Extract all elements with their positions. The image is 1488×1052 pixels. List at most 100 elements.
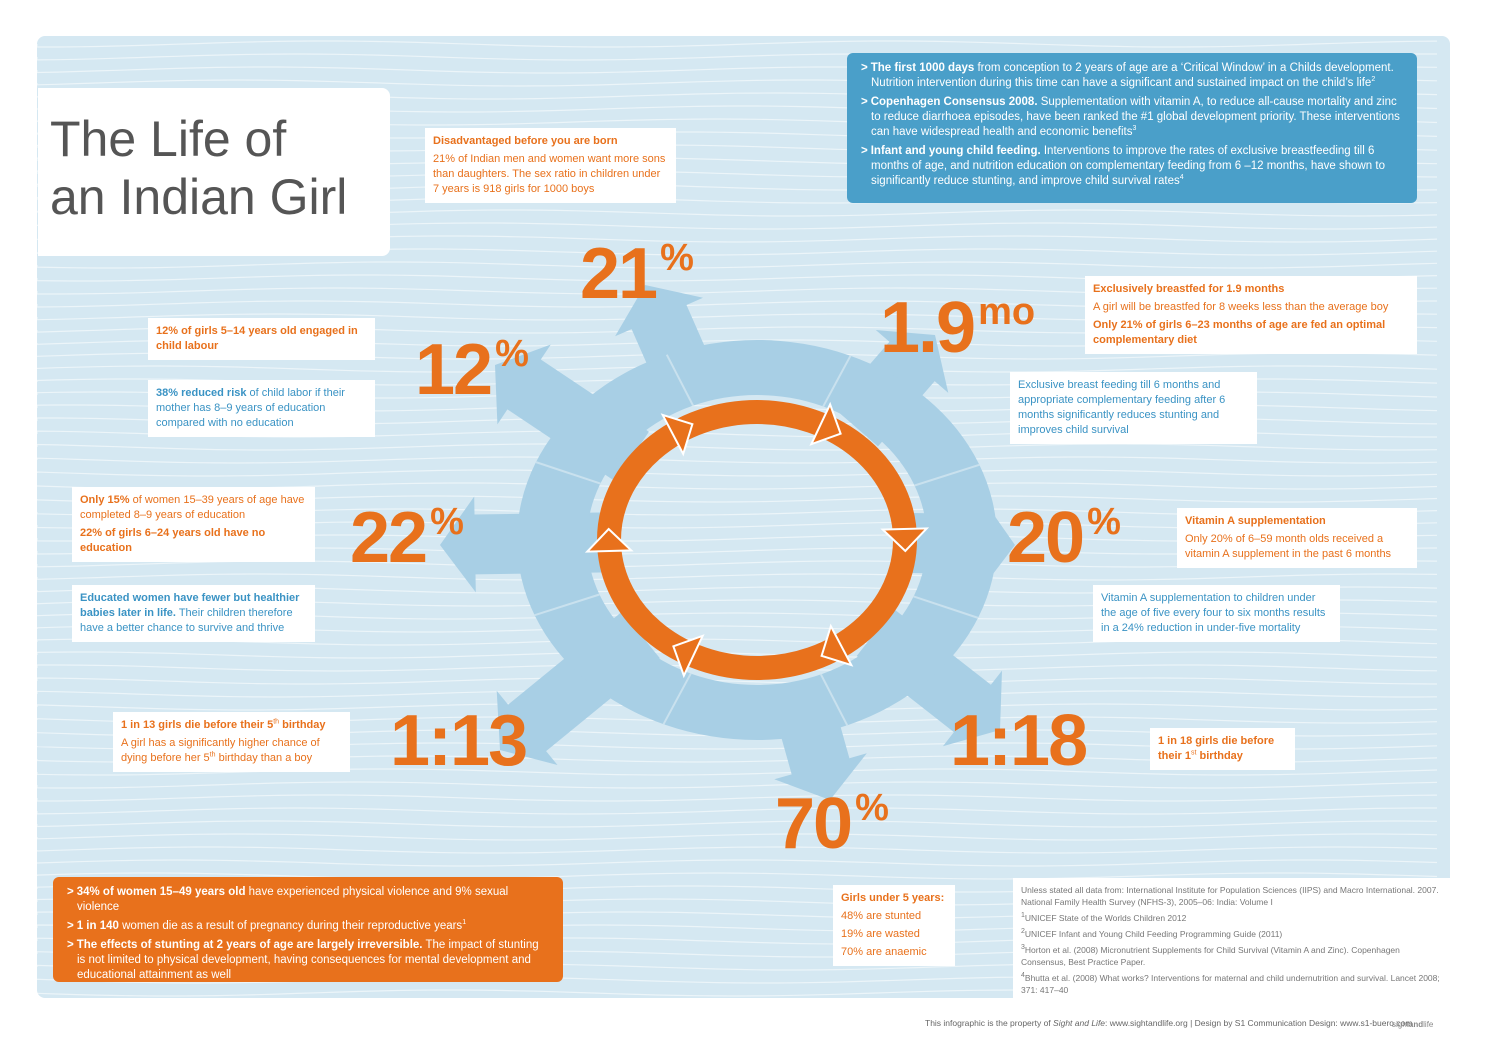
text-text: 48% are stunted [841,910,922,922]
sup-text: 4 [1179,174,1184,182]
ring-arrowhead [809,401,842,446]
wave-line [36,40,1438,48]
callout-box: Girls under 5 years: 48% are stunted 19% a… [833,885,955,966]
callout-box: 38% reduced risk of child labor if their… [148,380,375,437]
stat-value: 12 [415,330,493,410]
ring-divider [820,673,849,726]
text-text: 19% are wasted [841,928,920,940]
stat-value: 1:13 [390,701,528,781]
text-text: This infographic is the property of [925,1018,1054,1028]
wave-line [36,794,1438,802]
wave-line [36,456,1438,464]
sources-box: Unless stated all data from: Internation… [1013,878,1450,998]
text-text: Exclusive breast feeding till 6 months a… [1018,379,1226,436]
bullet: > [67,886,74,898]
ring-arrowhead [820,623,854,667]
bold-text: Only 15% [80,494,130,506]
paragraph: > Infant and young child feeding. Interve… [861,144,1403,189]
wave-line [36,781,1438,789]
bold-text: 1 in 140 [76,920,119,932]
stat-value: 1.9 [880,288,976,368]
paragraph: > Copenhagen Consensus 2008. Supplementat… [861,95,1403,140]
text-text: birthday than a boy [215,752,313,764]
paragraph: A girl will be breastfed for 8 weeks les… [1093,300,1409,315]
ring-divider [665,354,694,407]
text-text: life [1423,1020,1434,1029]
ring-divider [913,595,979,619]
wave-line [36,846,1438,854]
wave-line [36,677,1438,685]
paragraph: 19% are wasted [841,927,947,942]
callout-box: Only 15% of women 15–39 years of age hav… [72,487,315,562]
bullet: > [67,920,74,932]
paragraph: Unless stated all data from: Internation… [1021,884,1442,908]
wave-line [36,261,1438,269]
text-text: have experienced physical violence and 9… [77,886,509,913]
top-info-box: > The first 1000 days from conception to … [847,53,1417,203]
bold-text: Infant and young child feeding. [870,145,1041,157]
paragraph: >1 in 140 women die as a result of pregn… [67,919,549,934]
text-text: of women 15–39 years of age have complet… [80,494,305,521]
paragraph: Vitamin A supplementation to children un… [1101,591,1332,636]
stat-figure: 1:13 [390,705,528,777]
bullet: > [861,145,868,157]
bold-text: Only 21% of girls 6–23 months of age are… [1093,319,1386,346]
paragraph: > The first 1000 days from conception to … [861,61,1403,91]
paragraph: 21% of Indian men and women want more so… [433,152,668,197]
text-text: A girl has a significantly higher chance… [121,737,320,764]
paragraph: Educated women have fewer but healthier … [80,591,307,636]
sup-text: 2 [1371,76,1376,84]
bold-text: 34% of women 15–49 years old [76,886,246,898]
wave-line [36,872,1438,880]
paragraph: 1 in 13 girls die before their 5th birth… [121,718,342,733]
paragraph: 4Bhutta et al. (2008) What works? Interv… [1021,972,1442,996]
sup-text: th [273,718,280,726]
callout-box: Exclusive breast feeding till 6 months a… [1010,372,1257,444]
stat-value: 70 [775,784,853,864]
callout-box: 12% of girls 5–14 years old engaged in c… [148,318,375,360]
title-line: an Indian Girl [50,169,348,225]
paragraph: 48% are stunted [841,909,947,924]
italic-text: Sight and Life [1053,1018,1106,1028]
ring-arrowhead [660,413,694,457]
title-line: The Life of [50,111,287,167]
text-text: sight [1392,1020,1409,1029]
paragraph: Exclusive breast feeding till 6 months a… [1018,378,1249,438]
wave-line [36,443,1438,451]
bold-text: 1 in 18 girls die before their 1 [1158,735,1275,762]
bold-text: 12% of girls 5–14 years old engaged in c… [156,325,358,352]
text-text: : www.sightandlife.org | Design by S1 Co… [1105,1018,1413,1028]
ring-divider [534,593,600,617]
text-text: women die as a result of pregnancy durin… [118,920,463,932]
bold-text: and [1408,1020,1424,1029]
ring-arrowhead [880,527,930,553]
text-text: The impact of stunting is not limited to… [77,939,539,981]
text-text: Unless stated all data from: Internation… [1021,885,1439,907]
ring-divider [822,355,852,407]
paragraph: 12% of girls 5–14 years old engaged in c… [156,324,367,354]
text-text: Bhutta et al. (2008) What works? Interve… [1021,973,1440,995]
paragraph: 1UNICEF State of the Worlds Children 201… [1021,912,1442,924]
paragraph: 22% of girls 6–24 years old have no educ… [80,526,307,556]
text-text: from conception to 2 years of age are a … [871,62,1394,89]
bold-text: 22% of girls 6–24 years old have no educ… [80,527,266,554]
text-text: A girl will be breastfed for 8 weeks les… [1093,301,1389,313]
callout-box: 1 in 13 girls die before their 5th birth… [113,712,350,772]
stat-value: 20 [1007,498,1085,578]
ring-divider [662,673,692,725]
stat-unit: % [430,501,464,543]
stat-figure: 20% [1007,502,1121,574]
paragraph: 3Horton et al. (2008) Micronutrient Supp… [1021,944,1442,968]
stat-figure: 1:18 [950,705,1088,777]
stat-value: 22 [350,498,428,578]
stat-figure: 12% [415,334,529,406]
sup-text: 4 [1021,972,1025,980]
wave-line [36,651,1438,659]
title-box: The Life of an Indian Girl [38,88,390,256]
paragraph: > The effects of stunting at 2 years of a… [67,938,549,983]
paragraph: Girls under 5 years: [841,891,947,906]
paragraph: Only 20% of 6–59 month olds received a v… [1185,532,1409,562]
stat-unit: mo [978,291,1036,333]
sup-text: 1 [462,919,467,927]
sup-text: th [209,751,216,759]
